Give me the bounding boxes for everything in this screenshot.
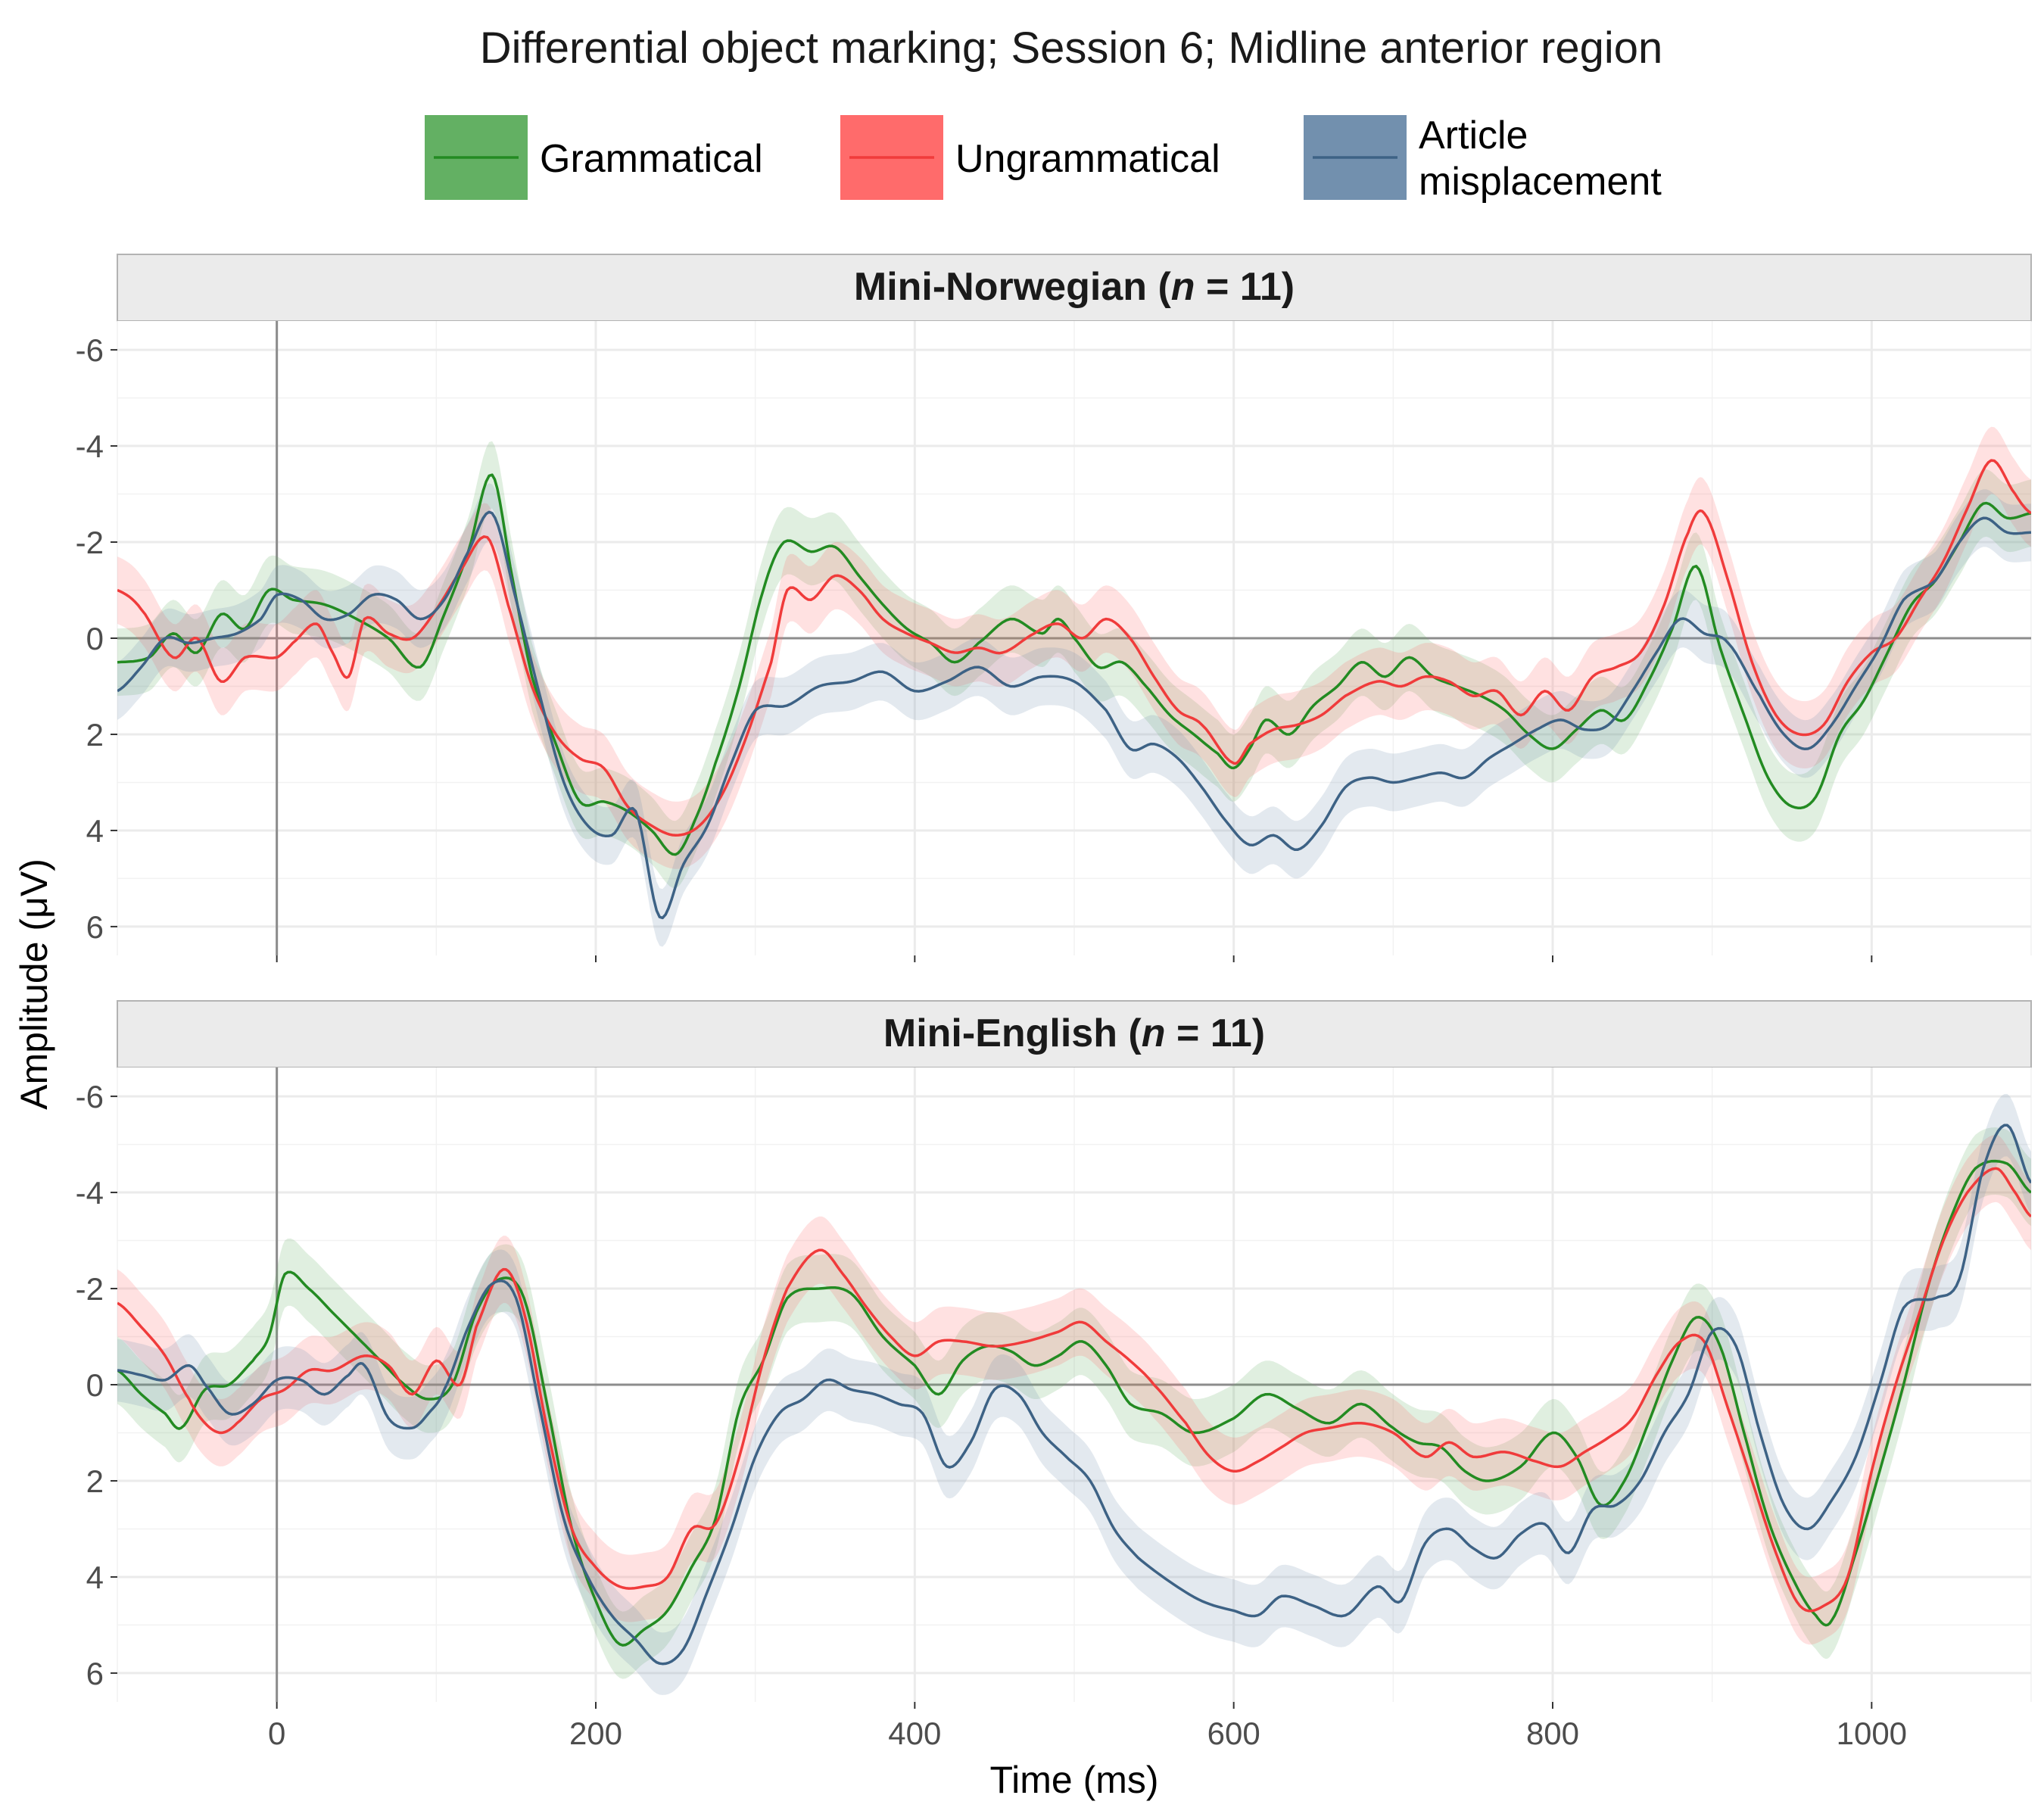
x-tick-label: 600 [1207,1716,1260,1751]
legend-label-grammatical: Grammatical [540,137,763,181]
y-tick-label: -6 [76,1079,104,1114]
y-tick-label: -6 [76,332,104,368]
y-tick-label: 2 [86,1463,104,1499]
y-tick-label: 0 [86,1367,104,1403]
series-line-ungrammatical [117,1167,2031,1613]
panel-plot: -6 -4 -2 0 2 4 6 0 200 400 600 800 1000 [76,1067,2032,1751]
y-tick-label: 2 [86,717,104,753]
panel-mini-norwegian: Mini-Norwegian (n = 11) -6 -4 -2 0 2 4 6 [76,254,2032,962]
x-tick-label: 200 [569,1716,622,1751]
y-tick-label: 6 [86,1656,104,1691]
ci-band-ungrammatical [117,426,2031,869]
legend: Grammatical Ungrammatical Articlemisplacem… [425,114,1662,204]
y-tick-label: 6 [86,909,104,945]
legend-label-ungrammatical: Ungrammatical [955,137,1220,181]
ci-band-grammatical [117,1127,2031,1679]
ci-band-grammatical [117,441,2031,889]
series-line-ungrammatical [117,459,2031,837]
y-tick-label: -4 [76,1175,104,1211]
series-line-article-misplacement [117,510,2031,920]
series-group [117,426,2031,947]
y-tick-label: 0 [86,621,104,656]
series-group [117,1093,2031,1695]
x-tick-label: 400 [888,1716,941,1751]
x-tick-label: 1000 [1837,1716,1907,1751]
panel-strip-label: Mini-Norwegian (n = 11) [854,265,1295,309]
y-tick-label: -2 [76,1271,104,1307]
y-tick-label: -4 [76,429,104,464]
ci-band-article-misplacement [117,1093,2031,1695]
x-axis-title: Time (ms) [989,1759,1158,1801]
ci-band-article-misplacement [117,483,2031,947]
panel-strip-label: Mini-English (n = 11) [883,1011,1265,1055]
y-axis-title: Amplitude (μV) [13,859,55,1110]
panel-strip [117,1000,2032,1068]
panel-strip [117,254,2032,322]
legend-label-article-misplacement: misplacement [1419,160,1662,204]
y-tick-label: 4 [86,1560,104,1595]
series-line-grammatical [117,473,2031,856]
series-line-article-misplacement [117,1124,2031,1666]
chart-title: Differential object marking; Session 6; … [480,23,1663,73]
x-tick-label: 800 [1526,1716,1579,1751]
panel-plot: -6 -4 -2 0 2 4 6 [76,321,2032,962]
y-tick-label: 4 [86,813,104,849]
panel-mini-english: Mini-English (n = 11) -6 -4 -2 0 2 4 6 0 200 400 6… [76,1000,2032,1751]
y-tick-label: -2 [76,525,104,560]
x-tick-label: 0 [268,1716,285,1751]
legend-label-article-misplacement: Article [1419,114,1528,157]
